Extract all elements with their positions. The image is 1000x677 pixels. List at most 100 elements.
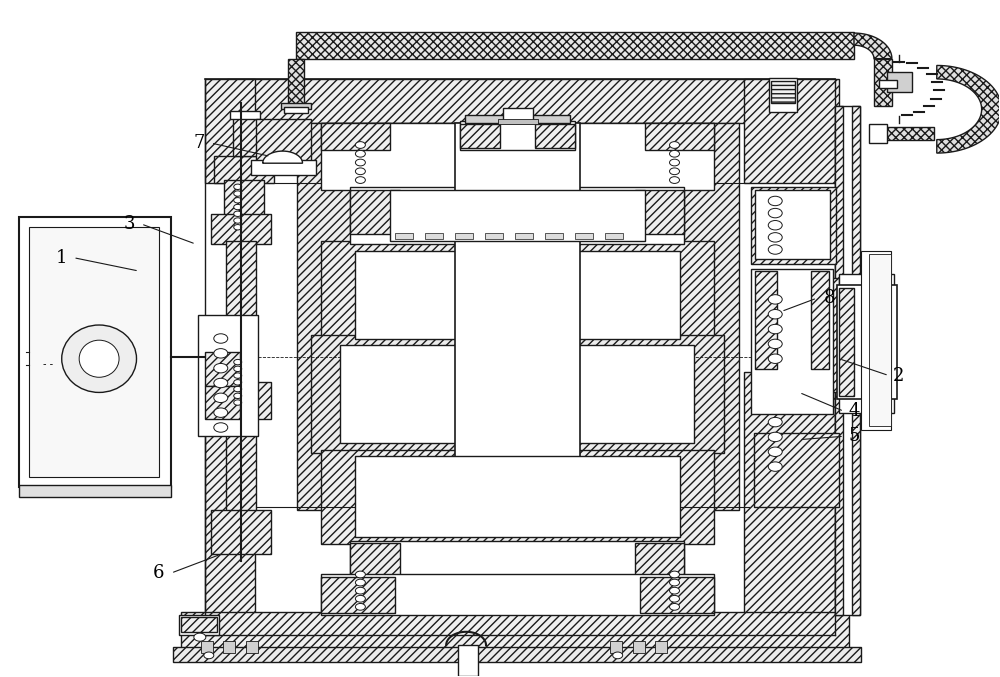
Bar [350,541,684,578]
Bar [205,352,240,386]
Bar [503,108,533,123]
Bar [458,645,478,676]
Bar [460,121,575,150]
Bar [251,160,316,175]
Text: 4: 4 [848,402,860,420]
Bar [226,416,256,514]
Polygon shape [854,33,892,59]
Bar [755,190,830,259]
Bar [744,372,839,635]
Bar [485,234,503,239]
Bar [879,80,897,88]
Circle shape [234,387,242,392]
Circle shape [670,571,680,578]
Circle shape [670,177,680,183]
Circle shape [234,400,242,406]
Bar [19,217,171,487]
Circle shape [355,580,365,586]
Bar [769,79,797,112]
Circle shape [670,603,680,610]
Bar [610,641,622,653]
Circle shape [214,364,228,373]
Bar [296,32,854,59]
Text: 3: 3 [123,215,135,233]
Circle shape [234,204,242,210]
Circle shape [670,159,680,166]
Bar [635,544,684,576]
Bar [425,234,443,239]
Circle shape [234,225,242,230]
Bar [839,288,854,396]
Bar [214,156,274,183]
Bar [297,123,471,510]
Bar [19,485,171,497]
Bar [181,611,849,649]
Bar [226,241,256,386]
Bar [869,255,891,426]
Bar [562,123,739,510]
Bar [211,214,271,244]
Bar [744,79,839,183]
Bar [515,234,533,239]
Bar [233,116,258,156]
Bar [320,123,390,150]
Circle shape [768,245,782,255]
Circle shape [214,408,228,418]
Bar [205,79,255,183]
Circle shape [234,359,242,365]
Circle shape [204,652,214,659]
Circle shape [768,196,782,206]
Bar [173,647,861,662]
Bar [355,456,680,538]
Text: 5: 5 [848,427,860,445]
Circle shape [355,177,365,183]
Circle shape [234,380,242,385]
Text: - -: - - [43,359,53,369]
Circle shape [768,462,782,471]
Bar [640,577,714,613]
Circle shape [355,150,365,157]
Circle shape [214,349,228,358]
Bar [320,123,714,190]
Bar [861,251,891,429]
Text: 1: 1 [55,248,67,267]
Bar [256,119,311,163]
Circle shape [355,571,365,578]
Bar [645,123,714,150]
Circle shape [355,587,365,594]
Bar [320,577,395,613]
Bar [837,284,897,399]
Circle shape [234,366,242,372]
Bar [320,241,714,345]
Circle shape [234,393,242,399]
Circle shape [214,378,228,388]
Text: 8: 8 [823,289,835,307]
Bar [545,234,563,239]
Circle shape [768,447,782,456]
Circle shape [355,141,365,148]
Circle shape [214,422,228,432]
Circle shape [670,587,680,594]
Bar [498,118,538,124]
Bar [887,72,912,92]
Bar [201,641,213,653]
Circle shape [768,354,782,364]
Circle shape [234,211,242,217]
Circle shape [768,209,782,218]
Bar [311,335,724,453]
Circle shape [234,191,242,196]
Circle shape [768,324,782,334]
Bar [284,107,308,112]
Bar [205,386,240,420]
Bar [230,111,260,119]
Bar [755,271,777,369]
Bar [811,271,829,369]
Polygon shape [937,66,1000,153]
Circle shape [670,580,680,586]
Bar [227,79,835,123]
Bar [635,190,684,234]
Bar [224,180,264,217]
Ellipse shape [62,325,137,393]
Bar [754,433,839,507]
Bar [211,383,271,420]
